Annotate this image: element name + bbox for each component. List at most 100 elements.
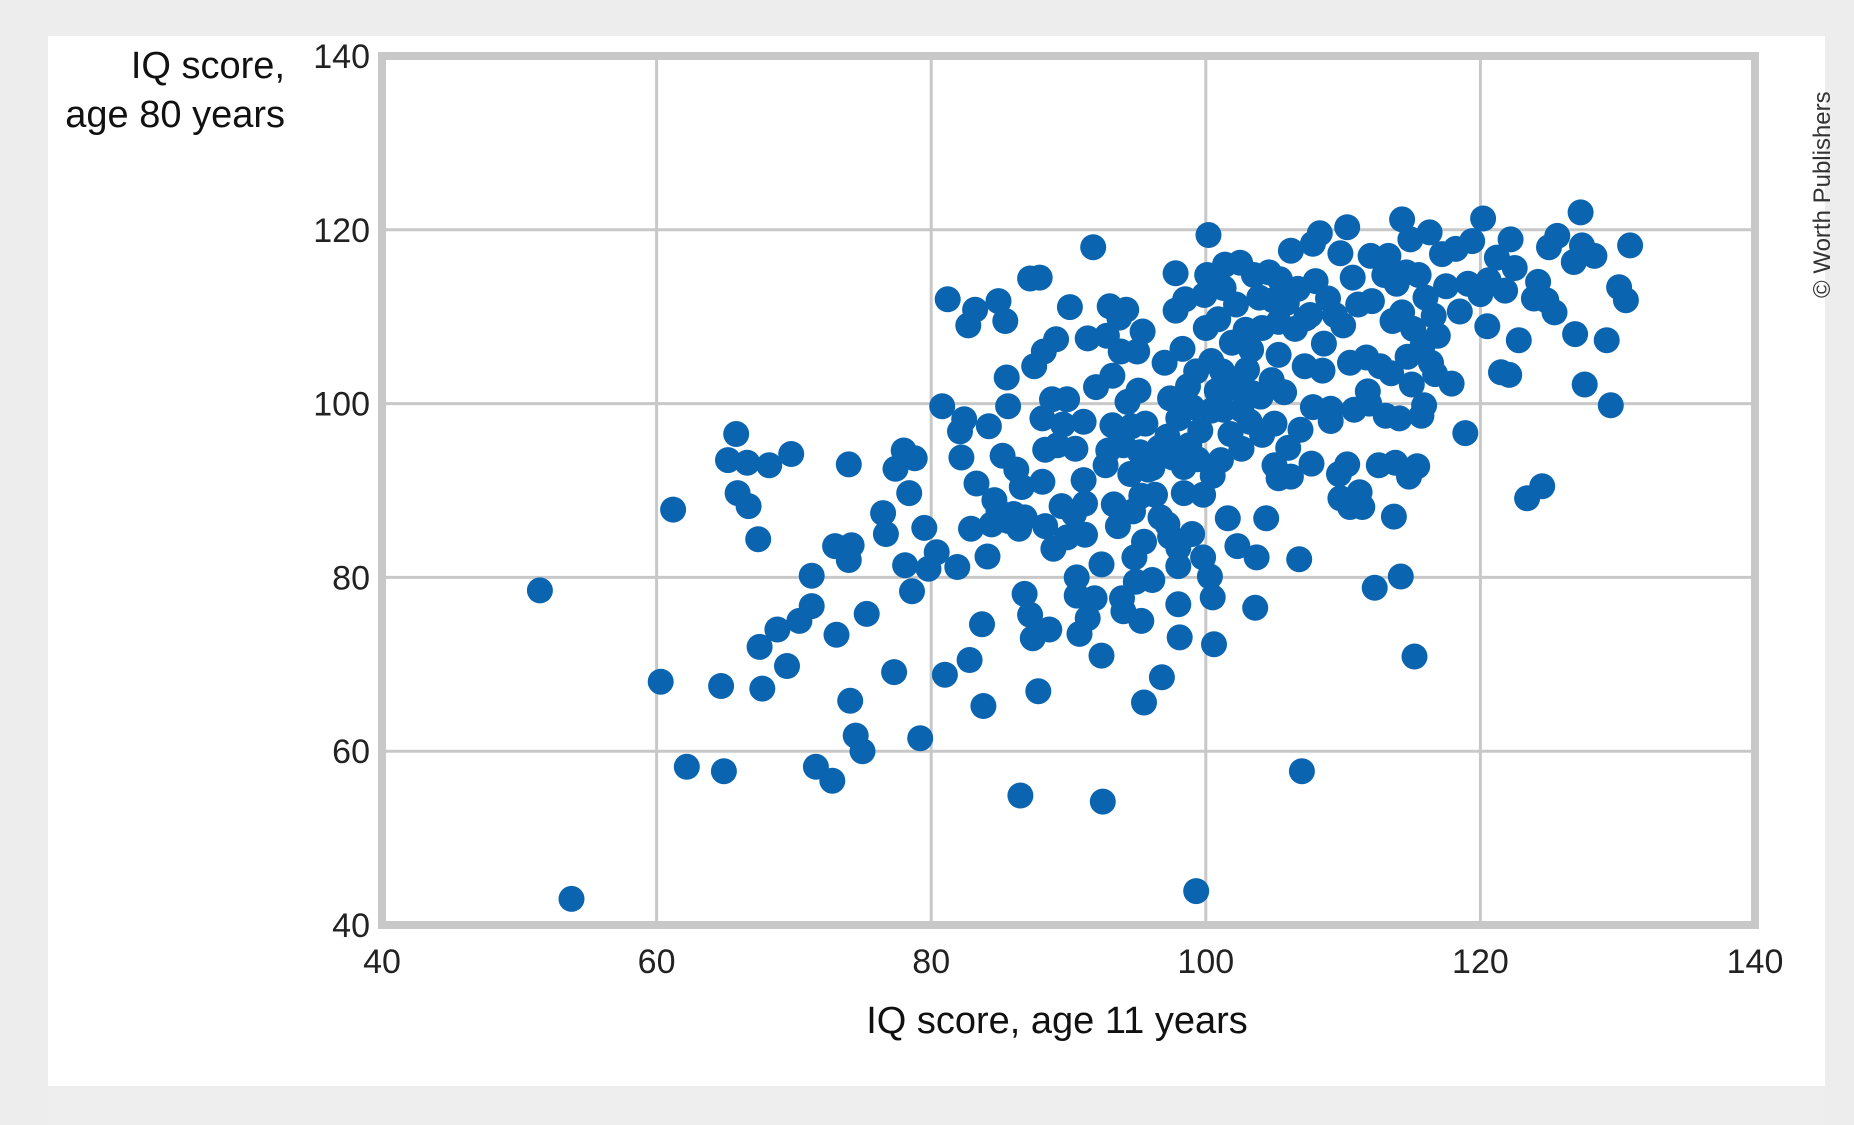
- data-point-184: [1196, 563, 1223, 590]
- data-point-278: [1380, 503, 1407, 530]
- data-point-77: [1011, 504, 1038, 531]
- data-point-51: [948, 444, 975, 471]
- data-point-209: [1238, 336, 1265, 363]
- data-point-14: [749, 675, 776, 702]
- data-point-12: [745, 526, 772, 553]
- data-point-264: [1349, 494, 1376, 520]
- data-point-256: [1334, 214, 1361, 241]
- data-point-151: [1148, 664, 1175, 691]
- data-point-144: [1132, 410, 1159, 437]
- data-point-141: [1129, 318, 1156, 345]
- data-point-332: [1567, 199, 1594, 226]
- data-point-104: [1070, 408, 1097, 435]
- data-point-319: [1497, 226, 1524, 253]
- data-point-41: [901, 445, 928, 472]
- y-tick-label-140: 140: [313, 38, 370, 76]
- data-point-188: [1199, 584, 1226, 611]
- data-point-136: [1124, 338, 1151, 365]
- data-point-137: [1125, 377, 1152, 404]
- data-point-173: [1179, 521, 1206, 547]
- data-point-177: [1187, 417, 1214, 444]
- data-point-255: [1330, 312, 1357, 339]
- data-point-281: [1386, 405, 1413, 432]
- data-point-339: [1612, 287, 1639, 314]
- data-point-202: [1224, 533, 1251, 560]
- data-point-148: [1142, 481, 1168, 508]
- data-point-335: [1581, 242, 1608, 269]
- data-point-79: [1017, 601, 1044, 628]
- data-point-54: [956, 647, 983, 673]
- data-point-43: [911, 514, 938, 541]
- data-point-308: [1452, 420, 1479, 447]
- data-point-55: [958, 515, 984, 542]
- data-point-34: [872, 521, 899, 547]
- data-point-129: [1113, 296, 1140, 323]
- y-tick-label-80: 80: [332, 559, 370, 597]
- data-point-5: [708, 673, 735, 699]
- data-point-33: [870, 500, 897, 527]
- data-point-96: [1054, 386, 1081, 413]
- data-point-270: [1361, 574, 1388, 601]
- x-tick-label-40: 40: [363, 943, 401, 981]
- data-point-7: [715, 447, 741, 474]
- plot-frame: [378, 52, 1759, 929]
- data-point-235: [1286, 546, 1313, 573]
- data-point-58: [969, 611, 995, 638]
- data-point-105: [1070, 467, 1097, 494]
- data-point-225: [1265, 341, 1292, 368]
- data-point-163: [1165, 553, 1192, 580]
- data-point-100: [1062, 435, 1089, 462]
- data-point-247: [1310, 330, 1337, 357]
- data-point-56: [962, 296, 989, 323]
- data-point-191: [1205, 306, 1232, 333]
- data-point-158: [1162, 260, 1189, 287]
- data-point-329: [1544, 222, 1571, 249]
- data-point-121: [1099, 412, 1126, 439]
- data-point-276: [1378, 360, 1405, 387]
- x-tick-label-140: 140: [1727, 943, 1784, 981]
- x-tick-labels: 40 60 80 100 120 140: [363, 943, 1783, 981]
- data-point-325: [1529, 473, 1556, 500]
- data-point-92: [1043, 326, 1070, 353]
- y-tick-label-120: 120: [313, 212, 370, 250]
- data-point-291: [1401, 643, 1428, 670]
- data-point-320: [1501, 255, 1528, 281]
- data-point-304: [1433, 273, 1460, 300]
- data-point-313: [1474, 313, 1501, 340]
- data-point-164: [1165, 591, 1192, 618]
- data-point-84: [1029, 468, 1056, 495]
- data-point-231: [1277, 463, 1304, 490]
- data-point-246: [1309, 357, 1336, 384]
- data-point-13: [746, 633, 773, 660]
- data-point-32: [853, 600, 880, 627]
- data-point-1: [558, 885, 585, 912]
- data-point-39: [896, 480, 923, 507]
- data-point-40: [899, 578, 925, 605]
- data-point-142: [1131, 528, 1157, 555]
- data-point-28: [837, 687, 864, 714]
- data-point-83: [1026, 264, 1053, 291]
- data-point-18: [778, 441, 805, 467]
- data-point-240: [1297, 302, 1324, 328]
- data-point-268: [1357, 242, 1384, 269]
- data-point-17: [774, 653, 800, 679]
- data-point-293: [1405, 262, 1432, 288]
- data-point-120: [1099, 362, 1126, 389]
- data-point-42: [907, 725, 934, 752]
- copyright-credit: © Worth Publishers: [1809, 91, 1836, 298]
- data-point-312: [1470, 205, 1497, 232]
- data-point-109: [1074, 605, 1101, 632]
- data-point-336: [1593, 327, 1620, 354]
- data-point-195: [1210, 396, 1237, 423]
- y-tick-labels: 40 60 80 100 120 140: [313, 38, 370, 945]
- data-point-241: [1298, 450, 1325, 477]
- data-point-68: [993, 364, 1020, 391]
- data-point-114: [1088, 642, 1115, 669]
- data-point-166: [1169, 335, 1196, 362]
- y-tick-label-100: 100: [313, 386, 370, 424]
- data-point-38: [892, 552, 919, 579]
- data-point-183: [1195, 222, 1222, 248]
- data-point-3: [660, 496, 687, 523]
- y-axis-title-line2: age 80 years: [65, 94, 285, 136]
- data-point-305: [1438, 370, 1465, 397]
